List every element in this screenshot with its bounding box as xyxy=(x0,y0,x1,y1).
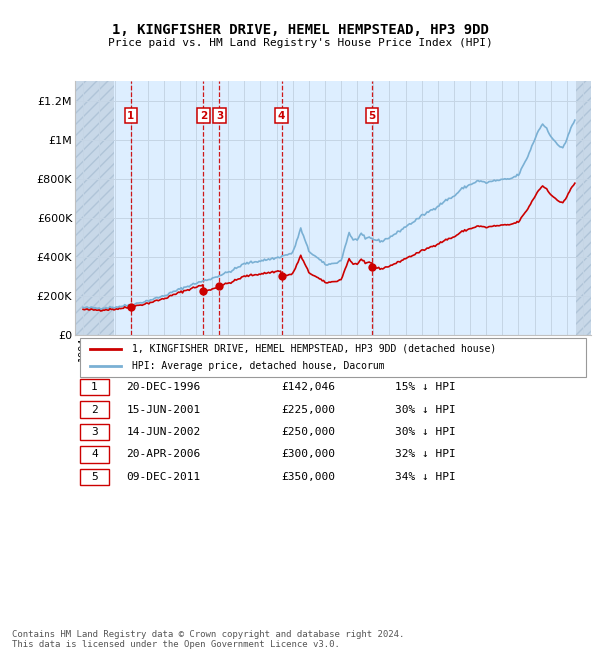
Text: 4: 4 xyxy=(91,449,98,460)
Text: 1: 1 xyxy=(127,111,134,120)
Text: £225,000: £225,000 xyxy=(281,404,335,415)
FancyBboxPatch shape xyxy=(80,338,586,377)
Text: Contains HM Land Registry data © Crown copyright and database right 2024.
This d: Contains HM Land Registry data © Crown c… xyxy=(12,630,404,649)
Text: £300,000: £300,000 xyxy=(281,449,335,460)
Text: HPI: Average price, detached house, Dacorum: HPI: Average price, detached house, Daco… xyxy=(132,361,385,371)
Text: 14-JUN-2002: 14-JUN-2002 xyxy=(127,427,201,437)
Text: 09-DEC-2011: 09-DEC-2011 xyxy=(127,472,201,482)
Text: 20-APR-2006: 20-APR-2006 xyxy=(127,449,201,460)
Text: 4: 4 xyxy=(278,111,285,120)
Text: 5: 5 xyxy=(368,111,376,120)
Text: 15-JUN-2001: 15-JUN-2001 xyxy=(127,404,201,415)
Text: £350,000: £350,000 xyxy=(281,472,335,482)
Text: 32% ↓ HPI: 32% ↓ HPI xyxy=(395,449,455,460)
Bar xyxy=(576,81,591,335)
Text: 1, KINGFISHER DRIVE, HEMEL HEMPSTEAD, HP3 9DD: 1, KINGFISHER DRIVE, HEMEL HEMPSTEAD, HP… xyxy=(112,23,488,37)
Text: 3: 3 xyxy=(91,427,98,437)
Text: 34% ↓ HPI: 34% ↓ HPI xyxy=(395,472,455,482)
FancyBboxPatch shape xyxy=(80,446,109,463)
Text: 2: 2 xyxy=(200,111,207,120)
Text: 2: 2 xyxy=(91,404,98,415)
FancyBboxPatch shape xyxy=(80,379,109,395)
Text: 30% ↓ HPI: 30% ↓ HPI xyxy=(395,427,455,437)
Text: 20-DEC-1996: 20-DEC-1996 xyxy=(127,382,201,392)
Text: £142,046: £142,046 xyxy=(281,382,335,392)
FancyBboxPatch shape xyxy=(80,424,109,440)
Text: 5: 5 xyxy=(91,472,98,482)
FancyBboxPatch shape xyxy=(80,402,109,418)
Bar xyxy=(75,81,114,335)
Text: 1: 1 xyxy=(91,382,98,392)
Text: 1, KINGFISHER DRIVE, HEMEL HEMPSTEAD, HP3 9DD (detached house): 1, KINGFISHER DRIVE, HEMEL HEMPSTEAD, HP… xyxy=(132,344,496,354)
Text: 15% ↓ HPI: 15% ↓ HPI xyxy=(395,382,455,392)
Text: £250,000: £250,000 xyxy=(281,427,335,437)
Text: Price paid vs. HM Land Registry's House Price Index (HPI): Price paid vs. HM Land Registry's House … xyxy=(107,38,493,47)
FancyBboxPatch shape xyxy=(80,469,109,485)
Text: 3: 3 xyxy=(216,111,223,120)
Text: 30% ↓ HPI: 30% ↓ HPI xyxy=(395,404,455,415)
